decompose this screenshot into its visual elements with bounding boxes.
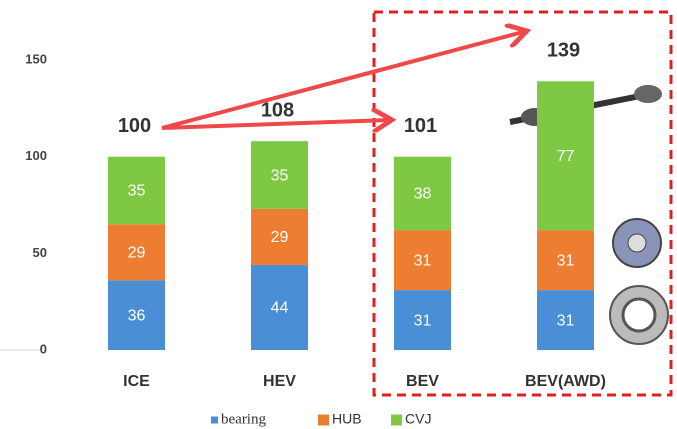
segment-label: 38 (414, 186, 432, 203)
segment-label: 29 (128, 245, 146, 262)
legend-swatch (318, 414, 329, 426)
legend-label: CVJ (405, 411, 431, 427)
y-tick-label: 50 (33, 245, 47, 260)
bar-segment (108, 224, 165, 281)
segment-label: 29 (271, 229, 289, 246)
bar-segment (251, 208, 308, 265)
y-tick-label: 150 (25, 51, 47, 66)
y-tick-label: 100 (25, 148, 47, 163)
hub-image (612, 218, 662, 268)
x-tick-label: BEV (406, 373, 439, 390)
legend-label: bearing (221, 411, 266, 427)
legend-label: HUB (332, 411, 362, 427)
x-tick-label: ICE (123, 373, 150, 390)
bar-segment (108, 280, 165, 350)
total-label: 100 (118, 115, 151, 137)
total-label: 101 (404, 115, 437, 137)
y-tick-label: 0 (40, 341, 47, 356)
bar-segment (251, 264, 308, 350)
bar-segment (394, 290, 451, 350)
segment-label: 31 (557, 252, 575, 269)
arrow (161, 120, 388, 128)
legend-swatch (391, 414, 402, 426)
bar-segment (537, 81, 594, 231)
bar-segment (251, 141, 308, 209)
segment-label: 35 (128, 183, 146, 200)
total-label: 139 (547, 40, 580, 62)
x-tick-label: HEV (263, 373, 296, 390)
arrow (161, 32, 523, 130)
segment-label: 77 (557, 148, 575, 165)
bar-segment (394, 230, 451, 291)
x-tick-label: BEV(AWD) (525, 373, 606, 390)
segment-label: 44 (271, 300, 289, 317)
segment-label: 31 (414, 252, 432, 269)
segment-label: 31 (557, 312, 575, 329)
segment-label: 31 (414, 312, 432, 329)
bar-segment (108, 156, 165, 225)
legend-swatch (211, 416, 218, 424)
total-label: 108 (261, 99, 294, 121)
bar-segment (394, 156, 451, 231)
segment-label: 36 (128, 307, 146, 324)
segment-label: 35 (271, 167, 289, 184)
bar-segment (537, 230, 594, 291)
bearing-image (609, 285, 669, 345)
highlight-box (372, 10, 673, 397)
bar-segment (537, 290, 594, 350)
